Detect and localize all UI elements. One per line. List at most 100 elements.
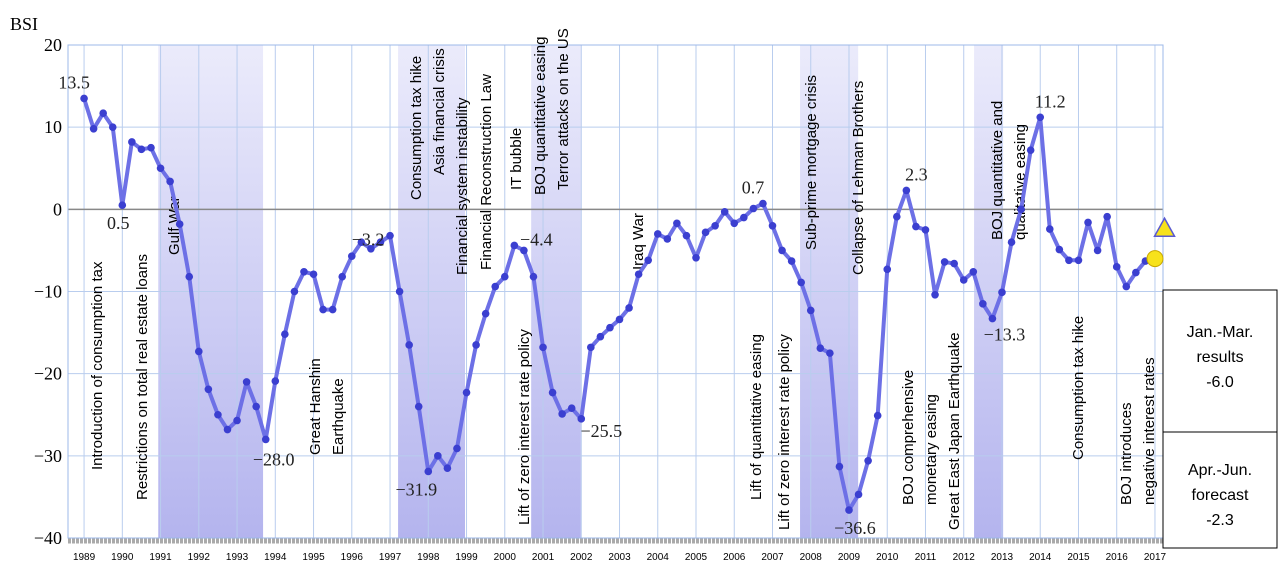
x-tick-label: 1998 (417, 552, 440, 563)
data-point (988, 314, 997, 323)
x-tick-label: 2010 (876, 552, 899, 563)
annotation: BOJ introduces (1118, 402, 1135, 505)
data-point (854, 490, 863, 499)
x-tick-label: 1991 (149, 552, 172, 563)
data-point (759, 199, 767, 208)
data-point (845, 506, 853, 514)
forecast-value: -2.3 (1206, 512, 1234, 529)
x-tick-label: 1990 (111, 552, 134, 563)
data-point (768, 221, 777, 230)
annotation: Consumption tax hike (408, 56, 425, 200)
annotation: Lift of zero interest rate policy (776, 334, 793, 530)
data-point (204, 385, 213, 394)
annotation: Great East Japan Earthquake (946, 332, 963, 530)
data-point (577, 415, 586, 423)
data-point (998, 288, 1006, 297)
data-point (309, 270, 318, 279)
data-point (185, 272, 194, 281)
data-point (1036, 113, 1045, 122)
data-point (558, 410, 566, 418)
value-label: −3.2 (352, 230, 385, 250)
data-point (740, 213, 748, 222)
data-point (443, 464, 452, 472)
annotation: Restrictions on total real estate loans (134, 254, 151, 500)
value-label: −31.9 (395, 479, 437, 499)
data-point (797, 278, 805, 287)
y-tick-label: 10 (44, 117, 62, 137)
data-point (405, 341, 413, 349)
data-point (653, 230, 662, 238)
y-tick-label: −10 (34, 282, 62, 302)
annotation: Terror attacks on the US (555, 28, 572, 190)
data-point (214, 410, 222, 419)
data-point (118, 201, 127, 210)
annotation: Introduction of consumption tax (89, 261, 106, 470)
data-point (99, 109, 107, 117)
data-point (682, 231, 691, 240)
annotation: monetary easing (923, 394, 940, 505)
x-tick-label: 2002 (570, 552, 593, 563)
data-point (1084, 218, 1092, 227)
data-point (281, 330, 289, 339)
annotation: BOJ quantitative easing (532, 37, 549, 195)
data-point (902, 186, 911, 195)
data-point (233, 416, 241, 425)
data-point (128, 138, 136, 146)
y-tick-label: −30 (34, 446, 62, 466)
data-point (195, 347, 203, 356)
data-point (921, 226, 930, 234)
data-point (395, 287, 404, 296)
data-point (376, 238, 385, 246)
data-point (156, 164, 165, 173)
annotation: BOJ comprehensive (900, 370, 917, 505)
x-tick-label: 2007 (761, 552, 784, 563)
data-point (701, 228, 710, 237)
x-tick-label: 1995 (302, 552, 325, 563)
annotation: qualitative easing (1012, 124, 1029, 240)
data-point (596, 332, 605, 341)
data-point (826, 349, 834, 357)
annotation: Earthquake (330, 378, 347, 455)
data-point (300, 267, 308, 276)
data-point (548, 388, 557, 397)
value-label: −25.5 (580, 421, 622, 441)
x-tick-label: 2009 (838, 552, 861, 563)
data-point (510, 241, 519, 250)
results-box (1162, 289, 1278, 549)
annotation: Consumption tax hike (1070, 316, 1087, 460)
data-point (711, 221, 719, 230)
data-point (434, 452, 442, 460)
data-point (778, 246, 786, 255)
data-point (806, 306, 815, 315)
data-point (424, 467, 433, 476)
annotation: Lift of quantitative easing (748, 334, 765, 500)
data-point (1122, 282, 1131, 291)
x-tick-label: 2013 (991, 552, 1014, 563)
data-point (252, 402, 260, 411)
data-point (319, 305, 327, 314)
x-tick-label: 2006 (723, 552, 746, 563)
data-point (529, 272, 538, 281)
data-point (634, 270, 643, 279)
forecast-marker (1153, 216, 1176, 237)
data-point (1007, 238, 1016, 246)
series-line (82, 97, 1147, 513)
data-point (367, 244, 375, 253)
value-label: −13.3 (984, 325, 1026, 345)
x-tick-label: 2011 (915, 552, 937, 563)
y-tick-label: −40 (34, 528, 62, 548)
x-tick-label: 2003 (608, 552, 631, 563)
data-point (692, 254, 700, 262)
x-tick-label: 2014 (1029, 552, 1052, 563)
data-point (615, 315, 624, 324)
data-point (864, 456, 872, 465)
forecast-label: forecast (1192, 487, 1249, 504)
x-tick-label: 2005 (685, 552, 708, 563)
data-point (453, 444, 461, 453)
annotation: Iraq War (630, 213, 647, 270)
data-point (1026, 146, 1035, 154)
data-point (462, 388, 471, 397)
data-point (730, 219, 739, 228)
value-label: 0.7 (742, 178, 765, 198)
